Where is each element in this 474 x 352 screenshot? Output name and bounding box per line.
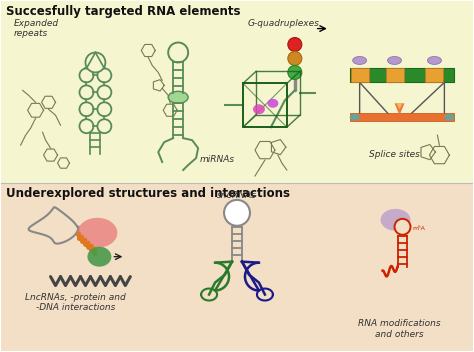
Circle shape (98, 102, 111, 116)
Ellipse shape (388, 56, 401, 64)
Circle shape (98, 85, 111, 99)
Circle shape (288, 38, 302, 51)
Ellipse shape (350, 114, 360, 121)
Ellipse shape (428, 56, 441, 64)
Circle shape (98, 119, 111, 133)
Ellipse shape (87, 247, 111, 267)
Text: Expanded
repeats: Expanded repeats (14, 19, 59, 38)
Circle shape (394, 219, 410, 235)
Text: miRNAs: miRNAs (200, 155, 235, 164)
Ellipse shape (445, 114, 455, 121)
Text: Splice sites: Splice sites (369, 150, 420, 159)
Polygon shape (397, 103, 402, 109)
Bar (350, 68, 455, 82)
Ellipse shape (99, 85, 110, 99)
Bar (0, 1, 474, 183)
Text: RNA modifications
and others: RNA modifications and others (358, 319, 441, 339)
Circle shape (80, 119, 93, 133)
Text: Underexplored structures and interactions: Underexplored structures and interaction… (6, 187, 290, 200)
Ellipse shape (353, 56, 366, 64)
Circle shape (98, 68, 111, 82)
Circle shape (80, 85, 93, 99)
Ellipse shape (381, 209, 410, 231)
Text: Succesfully targeted RNA elements: Succesfully targeted RNA elements (6, 5, 240, 18)
Text: m⁶A: m⁶A (412, 226, 425, 231)
Bar (351, 68, 369, 82)
Circle shape (85, 52, 105, 73)
Ellipse shape (81, 68, 92, 82)
Circle shape (80, 102, 93, 116)
Ellipse shape (253, 104, 265, 114)
Bar (385, 68, 403, 82)
Circle shape (168, 43, 188, 62)
Bar (0, 183, 474, 351)
Polygon shape (394, 103, 404, 115)
Text: LncRNAs, -protein and
-DNA interactions: LncRNAs, -protein and -DNA interactions (25, 293, 126, 312)
Bar (350, 113, 455, 121)
Ellipse shape (99, 119, 110, 133)
Ellipse shape (81, 85, 92, 99)
Text: snoRNAs: snoRNAs (217, 191, 257, 200)
Ellipse shape (81, 102, 92, 116)
Circle shape (288, 51, 302, 65)
Circle shape (80, 68, 93, 82)
Ellipse shape (81, 119, 92, 133)
Ellipse shape (99, 102, 110, 116)
Ellipse shape (99, 68, 110, 82)
Text: G-quadruplexes: G-quadruplexes (248, 19, 320, 27)
Ellipse shape (267, 99, 278, 108)
Circle shape (224, 200, 250, 226)
Ellipse shape (77, 218, 118, 248)
Circle shape (288, 65, 302, 80)
Bar (426, 68, 443, 82)
Ellipse shape (168, 91, 188, 103)
